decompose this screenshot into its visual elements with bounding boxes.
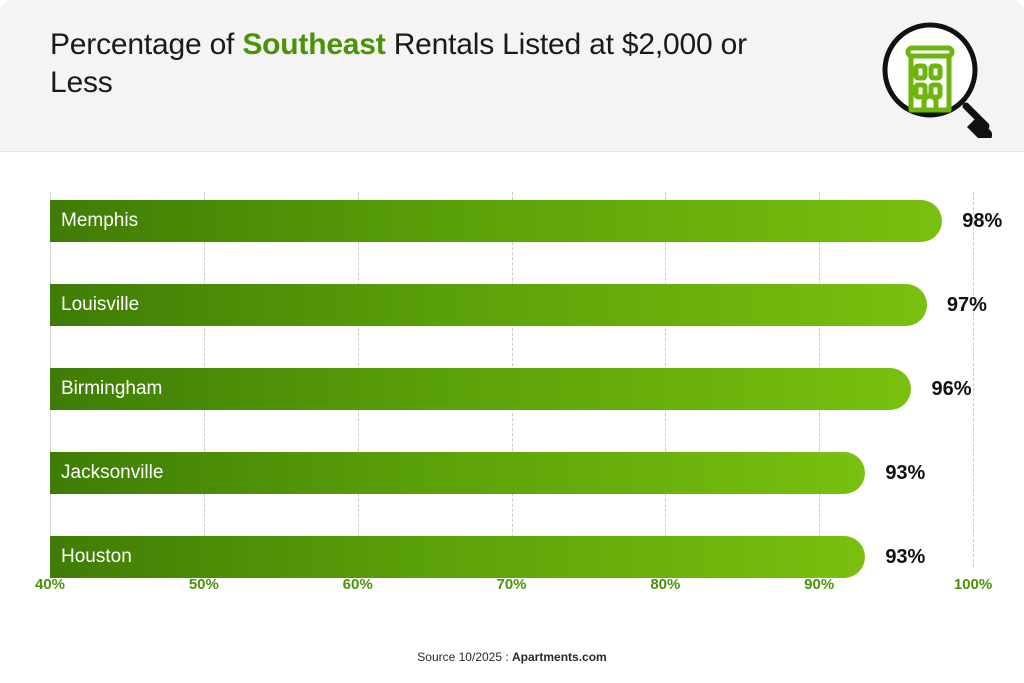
bar[interactable]: Houston [50, 536, 866, 578]
chart-plot-area: Memphis 98% Louisville 97% Birmingham 96% Jack… [0, 152, 1024, 683]
x-axis-tick-label: 50% [188, 576, 219, 593]
bar[interactable]: Jacksonville [50, 452, 866, 494]
source-name: Apartments.com [512, 650, 607, 664]
bar[interactable]: Louisville [50, 284, 927, 326]
title-part-2: Rentals Listed at $2,000 or Less [50, 28, 747, 100]
x-axis-tick-label: 80% [650, 576, 681, 593]
title-part-1: Percentage of [50, 28, 243, 61]
bar-category-label: Birmingham [61, 378, 163, 399]
bar-series: Memphis 98% Louisville 97% Birmingham 96% Jack… [0, 152, 1024, 612]
bar-row[interactable]: Memphis 98% [50, 200, 1002, 242]
bar-row[interactable]: Houston 93% [50, 536, 980, 578]
x-axis-tick-label: 60% [342, 576, 373, 593]
bar-value-label: 93% [885, 546, 926, 568]
x-axis-tick-label: 70% [496, 576, 527, 593]
bar-row[interactable]: Louisville 97% [50, 284, 987, 326]
page-title: Percentage of Southeast Rentals Listed a… [50, 26, 750, 103]
title-highlight: Southeast [242, 28, 386, 61]
bar-value-label: 98% [962, 210, 1003, 232]
bar-value-label: 93% [885, 462, 926, 484]
bar-row[interactable]: Birmingham 96% [50, 368, 980, 410]
bar-row[interactable]: Jacksonville 93% [50, 452, 980, 494]
x-axis-tick-label: 90% [804, 576, 835, 593]
source-footer: Source 10/2025 : Apartments.com [0, 650, 1024, 664]
bar-category-label: Memphis [61, 210, 139, 231]
x-axis-ticks: 40% 50% 60% 70% 80% 90% 100% [0, 576, 1024, 606]
bar-value-label: 96% [931, 378, 972, 400]
bar-value-label: 97% [946, 294, 987, 316]
header-panel: Percentage of Southeast Rentals Listed a… [0, 0, 1024, 152]
magnifier-building-icon [872, 14, 996, 143]
x-axis-tick-label: 100% [953, 576, 993, 593]
bar[interactable]: Memphis [50, 200, 943, 242]
bar-category-label: Louisville [61, 294, 140, 315]
bar-category-label: Houston [61, 546, 132, 567]
x-axis-tick-label: 40% [34, 576, 66, 593]
bar[interactable]: Birmingham [50, 368, 912, 410]
bar-category-label: Jacksonville [61, 462, 164, 483]
source-prefix: Source 10/2025 : [417, 650, 513, 664]
